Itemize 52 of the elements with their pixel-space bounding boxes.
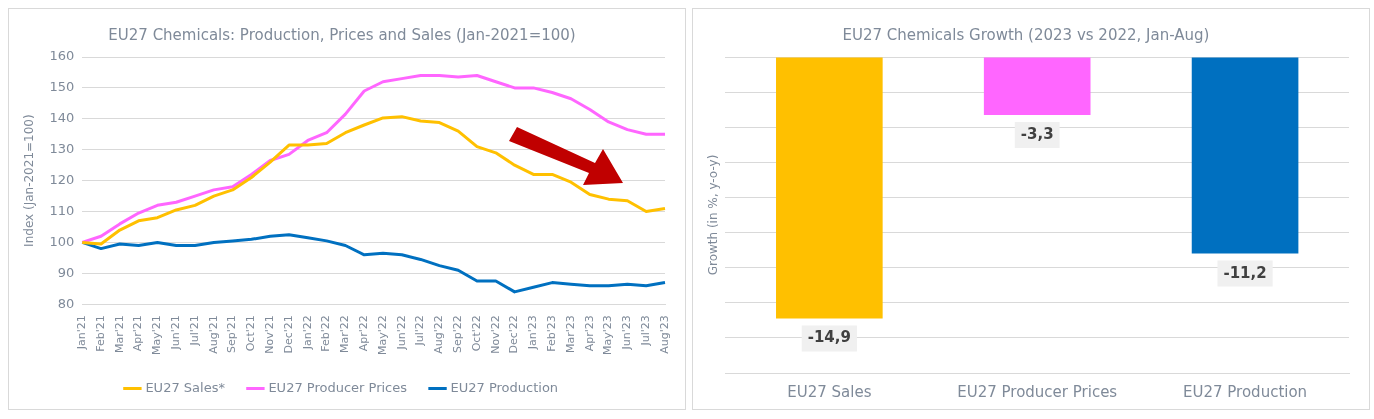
x-tick-label: EU27 Sales xyxy=(787,382,872,401)
x-tick-label: Dec'22 xyxy=(507,315,521,354)
y-axis-title: Index (Jan-2021=100) xyxy=(22,114,37,247)
data-label: -11,2 xyxy=(1223,263,1267,282)
data-label: -14,9 xyxy=(807,328,851,347)
chart-title: EU27 Chemicals Growth (2023 vs 2022, Jan-Aug) xyxy=(842,25,1210,44)
x-tick-label: Mar'21 xyxy=(112,315,126,354)
x-tick-label: Jul'21 xyxy=(187,315,201,347)
x-tick-label: Oct'22 xyxy=(469,315,483,352)
y-tick-label: 80 xyxy=(57,295,75,311)
y-tick-label: 100 xyxy=(49,233,75,249)
x-tick-label: Oct'21 xyxy=(244,315,258,352)
legend-label: EU27 Sales* xyxy=(145,379,226,395)
x-tick-label: Apr'21 xyxy=(131,315,145,352)
x-tick-label: Aug'22 xyxy=(432,315,446,354)
x-tick-label: Nov'22 xyxy=(488,315,502,354)
x-tick-label: Jun'21 xyxy=(169,315,183,351)
x-tick-label: Mar'23 xyxy=(563,315,577,354)
x-tick-label: Mar'22 xyxy=(338,315,352,354)
x-tick-label: Jun'22 xyxy=(394,315,408,351)
x-tick-label: Apr'23 xyxy=(582,315,596,352)
y-tick-label: 110 xyxy=(49,202,75,218)
y-tick-label: 90 xyxy=(57,264,75,280)
y-tick-label: 120 xyxy=(49,171,75,187)
x-tick-label: Nov'21 xyxy=(263,315,277,354)
y-tick-label: 130 xyxy=(49,141,75,157)
x-tick-label: Sep'22 xyxy=(451,315,465,353)
y-tick-label: 140 xyxy=(49,110,75,126)
x-tick-label: Feb'22 xyxy=(319,315,333,352)
x-tick-label: Jul'22 xyxy=(413,315,427,347)
chart-title: EU27 Chemicals: Production, Prices and Sales (Jan-2021=100) xyxy=(108,25,576,44)
x-tick-label: Jun'23 xyxy=(620,315,634,351)
x-tick-label: Feb'23 xyxy=(545,315,559,352)
x-tick-label: May'21 xyxy=(150,315,164,355)
y-axis-title: Growth (in %, y-o-y) xyxy=(706,154,721,276)
x-tick-label: Dec'21 xyxy=(281,315,295,354)
data-label: -3,3 xyxy=(1020,124,1054,143)
x-tick-label: May'22 xyxy=(375,315,389,355)
x-tick-label: Jul'23 xyxy=(639,315,653,347)
x-tick-label: Jan'23 xyxy=(526,315,540,351)
x-tick-label: Aug'21 xyxy=(206,315,220,354)
x-tick-label: Aug'23 xyxy=(657,315,671,354)
x-tick-label: EU27 Producer Prices xyxy=(957,382,1118,401)
x-tick-label: Sep'21 xyxy=(225,315,239,353)
x-tick-label: Feb'21 xyxy=(93,315,107,352)
y-tick-label: 150 xyxy=(49,79,75,95)
x-tick-label: EU27 Production xyxy=(1183,382,1308,401)
x-tick-label: Apr'22 xyxy=(357,315,371,352)
x-tick-label: Jan'22 xyxy=(300,315,314,351)
x-tick-label: May'23 xyxy=(601,315,615,355)
y-tick-label: 160 xyxy=(49,48,75,64)
x-tick-label: Jan'21 xyxy=(75,315,89,351)
